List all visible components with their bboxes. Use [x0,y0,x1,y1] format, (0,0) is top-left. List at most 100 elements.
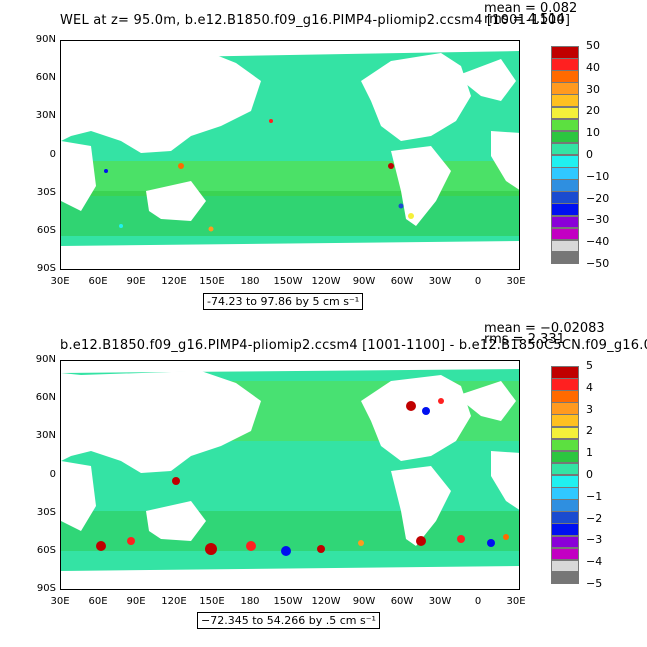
top-map-stats: mean = 0.082 rms = 4.514 [484,1,578,27]
colorbar-swatch [551,402,579,415]
eurasia-land [61,49,261,153]
southern-band [61,511,519,551]
top-colorbar: 50 40 30 20 10 0 −10 −20 −30 −40 −50 [551,39,609,270]
lon-label: 120W [311,276,341,287]
bottom-mean-value: mean = −0.02083 [484,321,605,336]
lat-label: 90S [36,263,56,274]
lon-label: 60W [390,276,414,287]
greenland-land [456,59,516,101]
lat-label: 60N [35,392,56,403]
antarctica-land [61,566,519,589]
lon-label: 90W [352,276,376,287]
colorbar-swatch [551,450,579,464]
australia-land [146,501,206,541]
bottom-map-plot [60,360,520,590]
bottom-map-panel: b.e12.B1850.f09_g16.PIMP4-pliomip2.ccsm4… [0,320,647,647]
lat-label: 0 [49,469,56,480]
colorbar-swatch [551,58,579,71]
colorbar-swatch [551,462,579,476]
lat-label: 60N [35,72,56,83]
colorbar-swatch [551,215,579,229]
colorbar-label: −30 [586,213,610,227]
australia-land [146,181,206,221]
lon-label: 150W [273,276,303,287]
lon-label: 150E [199,276,225,287]
colorbar-swatch [551,426,579,440]
colorbar-label: −1 [586,489,603,503]
colorbar-swatch [551,511,579,524]
lat-label: 60S [36,225,56,236]
lon-label: 150W [273,596,303,607]
colorbar-label: 5 [586,359,593,372]
colorbar-label: 0 [586,468,593,481]
lon-label: 150E [199,596,225,607]
lat-label: 90N [35,34,56,45]
lon-label: 0 [474,596,482,607]
colorbar-swatch [551,118,579,132]
lat-label: 0 [49,149,56,160]
lat-label: 30S [36,187,56,198]
colorbar-swatch [551,487,579,500]
colorbar-swatch [551,155,579,168]
colorbar-swatch [551,366,579,379]
colorbar-swatch [551,167,579,180]
equatorial-band [61,161,519,196]
colorbar-label: −3 [586,533,603,547]
colorbar-swatch [551,535,579,549]
colorbar-label: 20 [586,104,600,118]
lon-label: 30E [506,276,526,287]
africa-land-east [491,451,519,510]
colorbar-swatch [551,499,579,512]
antarctica-land [61,241,519,269]
noise-patches [104,119,414,232]
colorbar-swatch [551,106,579,120]
africa-land-west [61,461,96,531]
greenland-land [456,381,516,421]
lon-label: 30E [50,276,70,287]
colorbar-swatch [551,438,579,452]
lon-label: 30W [428,596,452,607]
colorbar-swatch [551,82,579,95]
north-america-land [361,53,471,141]
lon-label: 90E [126,276,146,287]
colorbar-label: 30 [586,82,600,96]
colorbar-swatch [551,378,579,391]
top-map-title: WEL at z= 95.0m, b.e12.B1850.f09_g16.PIM… [60,13,571,28]
southern-band [61,191,519,236]
top-map-plot [60,40,520,270]
colorbar-swatch [551,227,579,241]
eurasia-land [61,371,261,473]
colorbar-label: −4 [586,555,603,569]
colorbar-swatch [551,475,579,488]
colorbar-label: −40 [586,235,610,249]
colorbar-swatch [551,239,579,253]
colorbar-swatch [551,179,579,192]
colorbar-label: 40 [586,60,600,74]
top-map-panel: WEL at z= 95.0m, b.e12.B1850.f09_g16.PIM… [0,0,647,320]
colorbar-swatch [551,70,579,83]
lat-label: 30N [35,430,56,441]
colorbar-label: 1 [586,446,593,460]
colorbar-label: 2 [586,424,593,438]
lon-label: 180 [240,596,260,607]
top-mean-value: mean = 0.082 [484,1,578,16]
lon-label: 60E [88,276,108,287]
lon-label: 30W [428,276,452,287]
colorbar-label: −2 [586,511,603,525]
colorbar-label: −20 [586,191,610,205]
africa-land-east [491,131,519,190]
colorbar-label: −50 [586,257,610,270]
colorbar-label: 50 [586,39,600,52]
colorbar-swatch [551,46,579,59]
south-america-land [391,466,451,546]
colorbar-swatch [551,130,579,144]
lat-label: 90N [35,354,56,365]
top-map-svg [61,41,519,269]
colorbar-swatch [551,94,579,108]
colorbar-swatch [551,203,579,217]
north-america-land [361,375,471,461]
colorbar-swatch [551,559,579,573]
colorbar-label: 10 [586,126,600,140]
africa-land-west [61,141,96,211]
top-rms-value: rms = 4.514 [484,12,565,27]
